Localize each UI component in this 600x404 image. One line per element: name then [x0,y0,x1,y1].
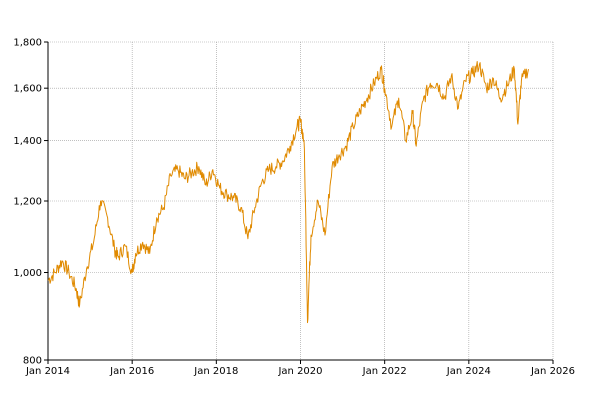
x-tick-label: Jan 2016 [109,366,154,377]
y-tick-label: 800 [23,356,42,367]
x-tick-label: Jan 2018 [193,366,238,377]
x-tick-label: Jan 2022 [362,366,407,377]
y-tick-label: 1,000 [13,268,42,279]
y-tick-label: 1,200 [13,197,42,208]
series-line [47,61,529,324]
y-tick-label: 1,800 [13,38,42,49]
series-layer [47,61,529,324]
x-tick-label: Jan 2024 [446,366,491,377]
tick-labels: 800 1,000 1,200 1,400 1,600 1,800 Jan 2014 Jan … [13,38,575,378]
axes [44,41,554,364]
x-tick-label: Jan 2026 [530,366,575,377]
x-tick-label: Jan 2014 [25,366,70,377]
x-tick-label: Jan 2020 [277,366,322,377]
y-tick-label: 1,400 [13,136,42,147]
y-tick-label: 1,600 [13,84,42,95]
gridlines [48,41,554,360]
